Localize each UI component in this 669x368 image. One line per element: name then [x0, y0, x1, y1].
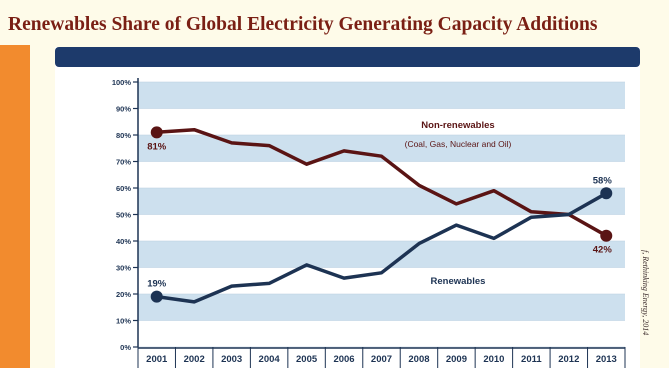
x-tick-label: 2004 — [259, 354, 281, 365]
series-line-renewables — [156, 191, 608, 304]
x-tick-label: 2008 — [408, 354, 429, 365]
x-tick-label: 2007 — [371, 354, 392, 365]
data-label: 19% — [147, 279, 167, 290]
grid-band — [138, 188, 625, 215]
data-label: 58% — [593, 175, 613, 186]
left-accent-stripe — [0, 45, 30, 368]
x-tick-label: 2001 — [146, 354, 168, 365]
y-tick-label: 70% — [116, 158, 131, 167]
x-tick-label: 2006 — [333, 354, 354, 365]
series-label-nonrenewables: Non-renewables — [421, 120, 494, 131]
x-tick-label: 2009 — [446, 354, 467, 365]
endpoint-marker — [600, 187, 613, 200]
x-tick-label: 2013 — [596, 354, 617, 365]
x-tick-label: 2002 — [184, 354, 205, 365]
x-axis-band — [138, 349, 625, 368]
endpoint-marker — [600, 229, 613, 242]
grid-band — [138, 241, 625, 268]
y-tick-label: 10% — [116, 317, 131, 326]
series-line-nonrenewables — [156, 127, 608, 238]
y-tick-label: 40% — [116, 237, 131, 246]
x-tick-label: 2003 — [221, 354, 242, 365]
y-tick-label: 20% — [116, 290, 131, 299]
y-tick-label: 30% — [116, 264, 131, 273]
chart-header-bar — [55, 47, 640, 67]
source-note: f, Rethinking Energy, 2014 — [641, 250, 650, 336]
endpoint-marker — [150, 290, 163, 303]
grid-bands — [138, 81, 625, 348]
page-title: Renewables Share of Global Electricity G… — [8, 14, 598, 35]
x-axis: 2001 2002 2003 2004 2005 2006 2007 2008 2009 2010… — [137, 347, 626, 368]
data-label: 81% — [147, 141, 167, 152]
y-tick-label: 0% — [120, 343, 131, 352]
endpoint-marker — [150, 126, 163, 139]
x-tick-label: 2010 — [483, 354, 504, 365]
series-sublabel-nonrenewables: (Coal, Gas, Nuclear and Oil) — [405, 139, 512, 149]
x-tick-label: 2012 — [558, 354, 579, 365]
y-tick-label: 50% — [116, 211, 131, 220]
series-labels: 81% 42% 19% 58% Non-renewables (Coal, Gas, Nu… — [147, 120, 612, 290]
data-label: 42% — [593, 245, 613, 256]
series-markers — [150, 126, 613, 303]
x-tick-label: 2005 — [296, 354, 318, 365]
y-tick-label: 90% — [116, 105, 131, 114]
series-label-renewables: Renewables — [431, 276, 486, 287]
y-tick-label: 80% — [116, 131, 131, 140]
y-tick-label: 100% — [112, 78, 132, 87]
grid-band — [138, 82, 625, 109]
y-tick-label: 60% — [116, 184, 131, 193]
grid-band — [138, 294, 625, 321]
series-lines — [156, 127, 608, 304]
x-tick-label: 2011 — [521, 354, 542, 365]
y-axis: 0% 10% 20% 30% 40% 50% 60% 70% 80% 90% 100% — [112, 78, 139, 352]
